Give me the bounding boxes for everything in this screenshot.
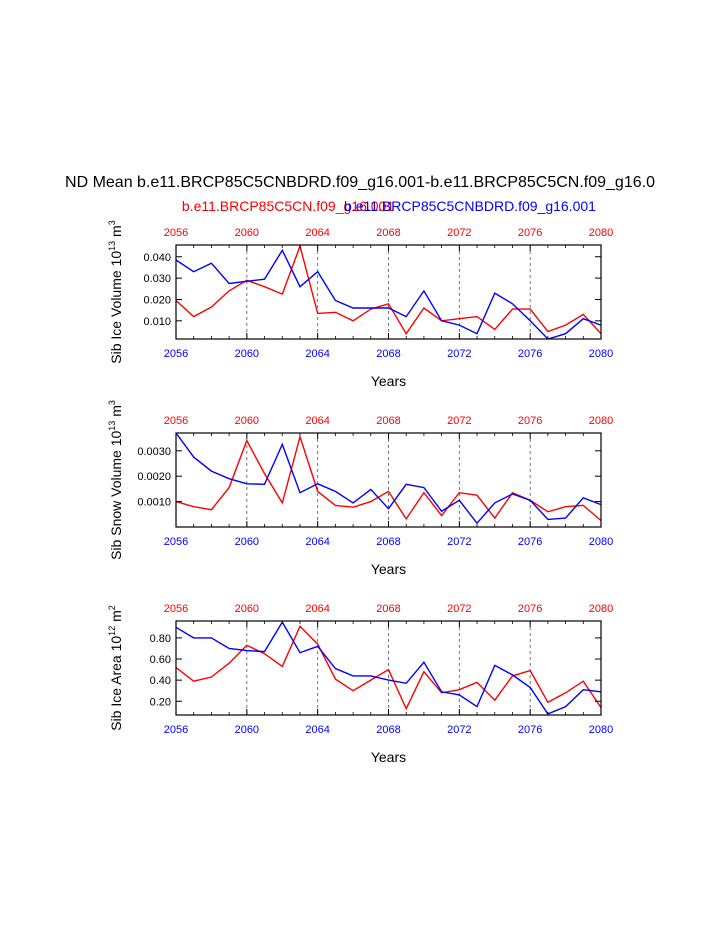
x-tick-label-bottom: 2060	[235, 348, 259, 360]
x-tick-label-bottom: 2068	[376, 536, 400, 548]
x-tick-label-bottom: 2068	[376, 724, 400, 736]
chart-panels: 2056 2056 2060 2060 2064 2064 2068 2068 2072 2072…	[107, 220, 613, 765]
x-tick-label-bottom: 2060	[235, 724, 259, 736]
x-tick-label-bottom: 2056	[164, 724, 188, 736]
x-tick-label-top: 2056	[164, 227, 188, 239]
x-tick-label-top: 2076	[518, 227, 542, 239]
series-line-blue	[175, 248, 602, 340]
legend-blue-series: b.e11.BRCP85C5CNBDRD.f09_g16.001	[344, 198, 596, 214]
x-tick-label-bottom: 2060	[235, 536, 259, 548]
x-tick-label-bottom: 2064	[305, 536, 329, 548]
legend-red-series: b.e11.BRCP85C5CN.f09_g16.001	[182, 198, 394, 214]
y-tick-label: 0.0010	[137, 497, 171, 509]
y-tick-label: 0.010	[143, 316, 171, 328]
x-tick-label-bottom: 2080	[589, 348, 613, 360]
x-tick-label-top: 2072	[447, 603, 471, 615]
x-tick-label-bottom: 2072	[447, 724, 471, 736]
x-tick-label-top: 2068	[376, 603, 400, 615]
y-tick-label: 0.60	[150, 654, 171, 666]
chart-title: ND Mean b.e11.BRCP85C5CNBDRD.f09_g16.001…	[65, 174, 655, 191]
x-tick-label-bottom: 2080	[589, 536, 613, 548]
y-tick-label: 0.80	[150, 633, 171, 645]
x-tick-label-top: 2060	[235, 415, 259, 427]
x-axis-title: Years	[371, 561, 406, 577]
x-tick-label-top: 2080	[589, 415, 613, 427]
x-tick-label-top: 2072	[447, 227, 471, 239]
x-axis-title: Years	[371, 749, 406, 765]
series-line-blue	[175, 620, 602, 715]
x-tick-label-top: 2076	[518, 415, 542, 427]
y-axis-title: Sib Snow Volume 1013 m3	[107, 400, 124, 560]
x-tick-label-bottom: 2072	[447, 348, 471, 360]
x-tick-label-top: 2060	[235, 603, 259, 615]
x-tick-label-top: 2056	[164, 603, 188, 615]
x-tick-label-top: 2068	[376, 415, 400, 427]
chart-panel-2: 2056 2056 2060 2060 2064 2064 2068 2068 2072 2072…	[107, 400, 613, 577]
series-line-red	[175, 625, 602, 711]
x-tick-label-top: 2064	[305, 603, 329, 615]
y-tick-label: 0.0020	[137, 471, 171, 483]
y-axis-title: Sib Ice Area 1012 m2	[107, 605, 124, 731]
y-tick-label: 0.040	[143, 252, 171, 264]
x-tick-label-bottom: 2056	[164, 536, 188, 548]
y-tick-label: 0.020	[143, 294, 171, 306]
y-tick-label: 0.0030	[137, 446, 171, 458]
x-tick-label-top: 2076	[518, 603, 542, 615]
x-tick-label-bottom: 2076	[518, 348, 542, 360]
x-tick-label-top: 2056	[164, 415, 188, 427]
x-tick-label-bottom: 2064	[305, 724, 329, 736]
x-tick-label-top: 2060	[235, 227, 259, 239]
chart-panel-1: 2056 2056 2060 2060 2064 2064 2068 2068 2072 2072…	[107, 220, 613, 389]
x-tick-label-bottom: 2068	[376, 348, 400, 360]
x-tick-label-top: 2080	[589, 227, 613, 239]
x-tick-label-bottom: 2076	[518, 724, 542, 736]
y-tick-label: 0.40	[150, 675, 171, 687]
y-axis-title: Sib Ice Volume 1013 m3	[107, 220, 124, 363]
series-line-red	[175, 243, 602, 335]
x-tick-label-bottom: 2076	[518, 536, 542, 548]
x-tick-label-bottom: 2064	[305, 348, 329, 360]
x-tick-label-bottom: 2080	[589, 724, 613, 736]
y-tick-label: 0.20	[150, 696, 171, 708]
x-tick-label-bottom: 2072	[447, 536, 471, 548]
series-line-blue	[175, 432, 602, 525]
x-tick-label-top: 2064	[305, 227, 329, 239]
x-tick-label-top: 2068	[376, 227, 400, 239]
y-tick-label: 0.030	[143, 273, 171, 285]
x-tick-label-bottom: 2056	[164, 348, 188, 360]
x-tick-label-top: 2080	[589, 603, 613, 615]
chart-panel-3: 2056 2056 2060 2060 2064 2064 2068 2068 2072 2072…	[107, 603, 613, 765]
x-axis-title: Years	[371, 373, 406, 389]
x-tick-label-top: 2064	[305, 415, 329, 427]
x-tick-label-top: 2072	[447, 415, 471, 427]
